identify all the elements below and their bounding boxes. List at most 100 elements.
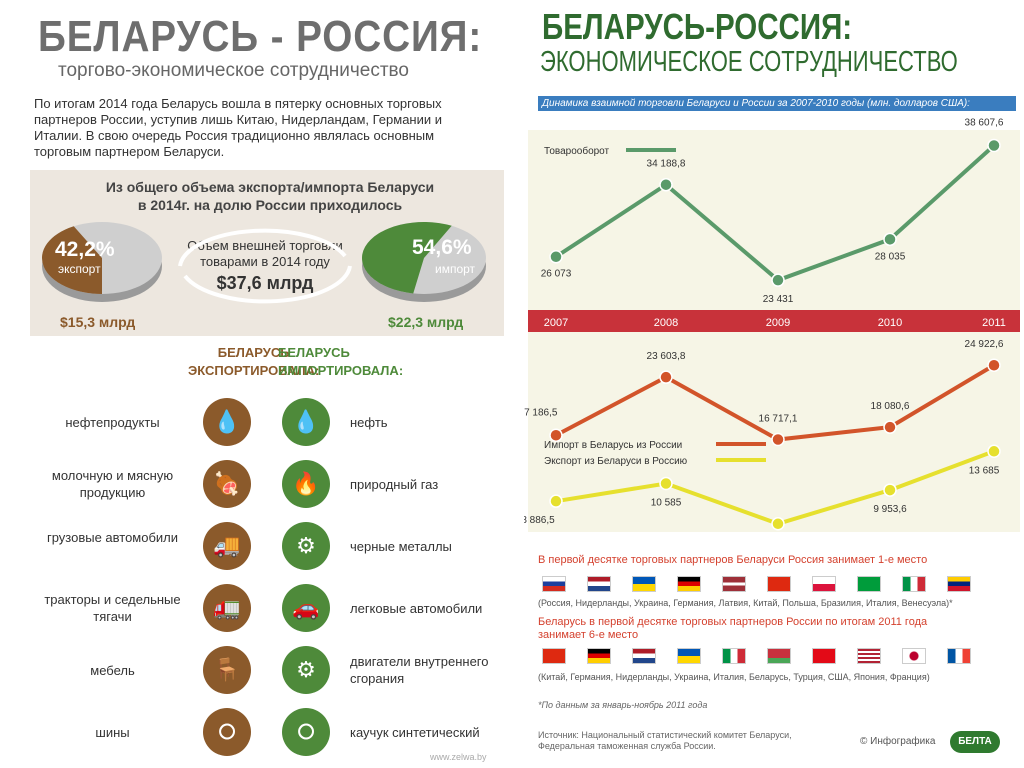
rubber-roll-icon: ⭘ [282,708,330,756]
credit: © Инфографика [860,736,936,747]
export-item-label: тракторы и седельные тягачи [44,592,181,624]
trade-volume-text: Объем внешней торговли товарами в 2014 г… [180,238,350,270]
brazil-flag [857,576,881,592]
export-head-line-1: БЕЛАРУСЬ [217,345,290,360]
export-item-label: мебель [90,663,135,678]
export-value: $15,3 млрд [60,314,136,330]
data-point [883,420,897,434]
import-item-label: каучук синтетический [350,725,480,740]
russia-flag [542,576,566,592]
japan-flag [902,648,926,664]
import-pct: 54,6% [412,236,472,259]
data-label: 9 953,6 [873,504,907,515]
data-label: 24 922,6 [965,339,1004,350]
data-label: 34 188,8 [647,159,686,170]
import-head-line-1: БЕЛАРУСЬ [278,345,350,360]
source-line-1: Источник: Национальный статистический ко… [538,730,792,740]
metal-rolls-icon: ⚙ [282,522,330,570]
belarus-flag [767,648,791,664]
germany-flag [677,576,701,592]
data-point [771,432,785,447]
data-point [549,249,563,264]
italy-flag [722,648,746,664]
usa-flag [857,648,881,664]
import-pie [362,222,486,302]
data-label: 23 603,8 [647,351,686,362]
data-label: 17 186,5 [524,407,558,418]
data-label: 16 717,1 [759,414,798,425]
export-item-label: молочную и мясную продукцию [51,468,174,500]
netherlands-flag [587,576,611,592]
right-infographic: БЕЛАРУСЬ-РОССИЯ: ЭКОНОМИЧЕСКОЕ СОТРУДНИЧ… [524,0,1024,768]
export-head-line-2: ЭКСПОРТИРОВАЛА: [188,363,320,378]
share-title: Из общего объема экспорта/импорта Белару… [70,178,470,214]
latvia-flag [722,576,746,592]
data-point [883,483,897,497]
oil-drop-icon: 💧 [282,398,330,446]
trade-volume-value: $37,6 млрд [216,273,314,293]
legend-label: Товарооборот [544,145,610,157]
engine-icon: ⚙ [282,646,330,694]
share-title-line-1: Из общего объема экспорта/импорта Белару… [105,179,435,195]
partners-caption-1: В первой десятке торговых партнеров Бела… [538,554,928,566]
export-item-label: нефтепродукты [65,415,160,430]
italy-flag [902,576,926,592]
ukraine-flag [677,648,701,664]
import-label: импорт [435,262,476,276]
export-item-label: шины [95,725,130,740]
data-point [659,476,673,491]
right-subtitle: ЭКОНОМИЧЕСКОЕ СОТРУДНИЧЕСТВО [540,46,958,78]
left-subtitle: торгово-экономическое сотрудничество [58,60,409,81]
france-flag [947,648,971,664]
cycle-arrows-icon [178,228,352,304]
data-point [987,444,1001,459]
import-value: $22,3 млрд [388,314,464,330]
year-band [528,310,1020,332]
year-tick-label: 2010 [878,317,902,329]
data-point [659,370,673,384]
germany-flag [587,648,611,664]
export-pie-slice [41,226,102,294]
intro-text: По итогам 2014 года Беларусь вошла в пят… [34,96,443,159]
venezuela-flag [947,576,971,592]
footnote: *По данным за январь-ноябрь 2011 года [538,700,708,710]
import-item-label: черные металлы [350,539,452,554]
legend-label: Экспорт из Беларуси в Россию [544,456,688,467]
legend-label: Импорт в Беларусь из России [544,440,682,451]
data-label: 13 685 [969,465,1000,476]
year-tick-label: 2011 [982,317,1006,329]
import-head-line-2: ИМПОРТИРОВАЛА: [278,363,404,378]
oil-drop-icon: 💧 [203,398,251,446]
meat-milk-icon: 🍖 [203,460,251,508]
chair-icon: 🪑 [203,646,251,694]
chart-caption: Динамика взаимной торговли Беларуси и Ро… [538,96,1016,111]
flame-icon: 🔥 [282,460,330,508]
source-watermark: www.zelwa.by [430,752,487,762]
trade-volume-line-2: товарами в 2014 году [200,254,330,269]
left-title: БЕЛАРУСЬ - РОССИЯ: [38,12,483,61]
data-point [987,138,1001,153]
data-label: 8 886,5 [524,515,555,526]
import-column-head: БЕЛАРУСЬ ИМПОРТИРОВАЛА: [278,344,403,380]
data-label: 23 431 [763,294,794,305]
partners-list-1: (Россия, Нидерланды, Украина, Германия, … [538,598,953,608]
share-title-line-2: в 2014г. на долю России приходилось [137,197,403,213]
export-pct: 42,2% [55,238,115,261]
trade-line-chart: 2007 2008 2009 2010 2011 26 073 34 188,8 23 431… [524,117,1020,532]
netherlands-flag [632,648,656,664]
export-column-head: БЕЛАРУСЬ ЭКСПОРТИРОВАЛА: [188,344,319,380]
data-point [883,232,897,247]
turkey-flag [812,648,836,664]
china-flag [542,648,566,664]
import-item-label: легковые автомобили [350,601,483,616]
data-label: 18 080,6 [871,401,910,412]
source-line-2: Федеральная таможенная служба России. [538,741,716,751]
import-item-label: двигатели внутреннего сгорания [350,654,489,686]
china-flag [767,576,791,592]
poland-flag [812,576,836,592]
data-label: 38 607,6 [965,117,1004,128]
tractor-icon: 🚛 [203,584,251,632]
tire-icon: ⭘ [203,708,251,756]
data-point [987,358,1001,372]
data-point [549,428,563,443]
